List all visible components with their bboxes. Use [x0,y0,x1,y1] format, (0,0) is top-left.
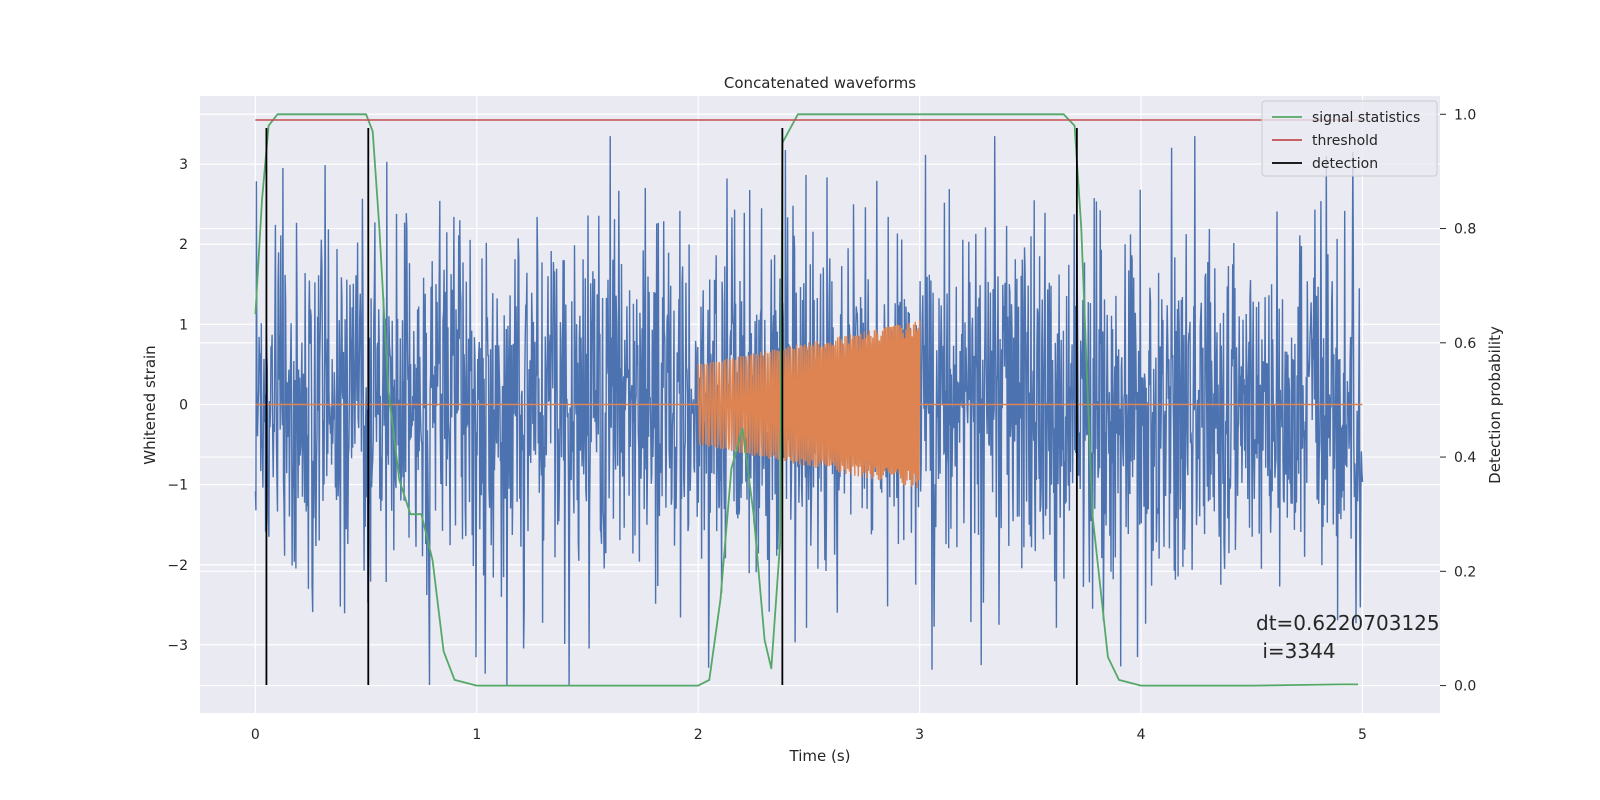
x-tick-label: 2 [694,727,703,743]
y-right-tick-label: 1.0 [1454,107,1476,123]
x-tick-label: 3 [915,727,924,743]
y-right-tick-label: 0.8 [1454,222,1476,238]
legend: signal statistics threshold detection [1261,100,1438,177]
signal-statistics-series [254,113,1359,687]
chart-title: Concatenated waveforms [724,74,916,92]
y-axis-ticks: 3 2 1 0 −1 −2 −3 [167,157,188,654]
injection-line [255,320,1363,489]
signal-statistics-line [254,113,1359,687]
y-tick-label: 2 [179,237,188,253]
x-tick-label: 0 [251,727,260,743]
y-tick-label: 0 [179,398,188,414]
y-tick-label: −2 [167,558,188,574]
y-axis-label: Whitened strain [141,345,159,464]
strain-line [254,136,1364,686]
strain-series [254,136,1364,686]
y-tick-label: −3 [167,638,188,654]
legend-label-detection: detection [1312,156,1378,172]
annotation-dt: dt=0.6220703125 [1256,611,1440,635]
injection-series [255,320,1363,489]
legend-label-threshold: threshold [1312,133,1378,149]
y-right-tick-label: 0.4 [1454,450,1476,466]
x-tick-label: 1 [472,727,481,743]
detection-series [265,128,1078,685]
y-axis-right-label: Detection probability [1486,326,1504,484]
legend-label-signal-statistics: signal statistics [1312,110,1420,126]
y-tick-label: −1 [167,478,188,494]
y-tick-label: 3 [179,157,188,173]
y-tick-label: 1 [179,317,188,333]
x-axis-label: Time (s) [789,747,851,765]
annotation-index: i=3344 [1256,639,1336,663]
y-right-tick-label: 0.2 [1454,564,1476,580]
y-right-tick-label: 0.0 [1454,679,1476,695]
x-tick-label: 5 [1358,727,1367,743]
x-tick-label: 4 [1137,727,1146,743]
x-axis-ticks: 0 1 2 3 4 5 [251,727,1367,743]
y-right-tick-label: 0.6 [1454,336,1476,352]
legend-box [1261,100,1438,177]
y-axis-right-ticks: 1.0 0.8 0.6 0.4 0.2 0.0 [1440,107,1476,695]
